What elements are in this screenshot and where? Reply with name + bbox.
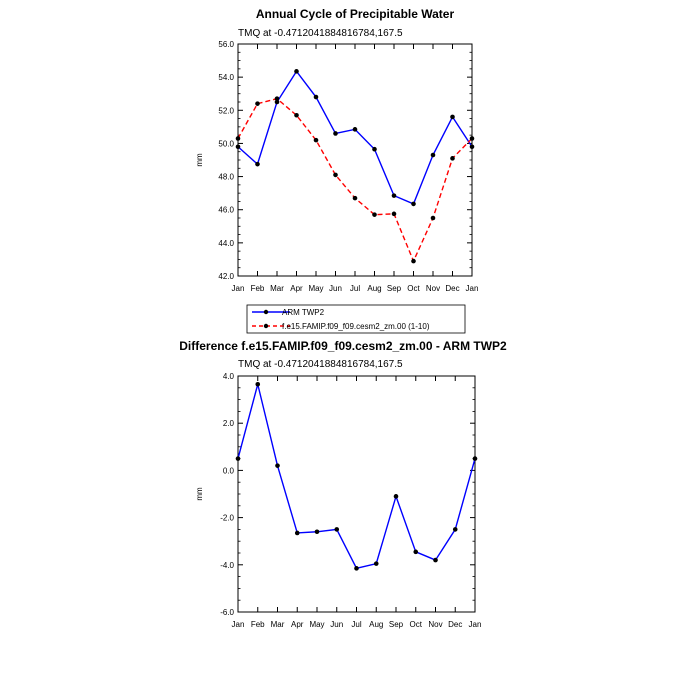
bottom-xtick-label: Sep (389, 620, 404, 629)
bottom-series-0-point (235, 456, 241, 461)
bottom-series-0-point (452, 527, 458, 532)
bottom-xtick-label: Nov (428, 620, 442, 629)
bottom-series-0-point (294, 530, 300, 536)
bottom-ytick-label: -2.0 (220, 514, 234, 523)
bottom-xtick-label: Feb (251, 620, 265, 629)
top-series-0-point (391, 193, 397, 198)
bottom-xtick-label: Dec (448, 620, 462, 629)
top-series-1-point (313, 137, 319, 143)
top-series-1-point (333, 172, 338, 178)
top-series-1-line (237, 97, 473, 263)
top-ytick-label: 54.0 (218, 73, 234, 82)
legend-marker-arm (263, 309, 269, 315)
top-xtick-label: Jun (329, 284, 342, 293)
bottom-series-0-point (413, 549, 419, 555)
bottom-ytick-label: -6.0 (220, 608, 234, 617)
bottom-chart-ylabel: mm (195, 487, 204, 501)
top-ytick-label: 46.0 (218, 206, 234, 215)
top-series-1-point (352, 195, 358, 201)
bottom-xtick-label: Jul (351, 620, 361, 629)
bottom-xtick-label: Aug (369, 620, 383, 629)
top-series-0-point (274, 99, 280, 105)
top-xtick-label: Jul (350, 284, 360, 293)
top-series-0-point (333, 131, 338, 136)
bottom-ytick-label: 2.0 (223, 419, 235, 428)
top-series-0-point (235, 144, 241, 150)
top-xtick-label: Sep (387, 284, 402, 293)
top-series-1-point (469, 136, 475, 141)
top-series-0-point (411, 201, 416, 207)
top-xtick-label: Oct (407, 284, 420, 293)
top-series-1-point (372, 212, 377, 217)
top-chart-subtitle: TMQ at -0.4712041884816784,167.5 (238, 28, 403, 39)
top-xtick-label: Apr (290, 284, 303, 293)
top-series-0-point (430, 152, 436, 158)
top-series-0-point (255, 161, 260, 167)
bottom-chart-title: Difference f.e15.FAMIP.f09_f09.cesm2_zm.… (179, 339, 507, 353)
top-series-0-point (313, 94, 319, 100)
top-series-1-point (430, 215, 436, 221)
top-ytick-label: 56.0 (218, 40, 234, 49)
bottom-series-0-point (433, 557, 438, 563)
top-series-1-point (294, 112, 299, 118)
top-series-0-point (450, 114, 455, 120)
top-ytick-label: 42.0 (218, 272, 234, 281)
top-xtick-label: Dec (445, 284, 459, 293)
bottom-xtick-label: Jan (232, 620, 245, 629)
top-series-0-point (352, 127, 358, 132)
top-xtick-label: Jan (466, 284, 479, 293)
top-xtick-label: Jan (232, 284, 245, 293)
legend-label-arm: ARM TWP2 (282, 308, 325, 317)
top-ytick-label: 44.0 (218, 239, 234, 248)
bottom-xtick-label: Oct (410, 620, 423, 629)
top-chart-ylabel: mm (195, 153, 204, 167)
top-series-1-point (255, 101, 260, 106)
top-series-1-point (235, 136, 241, 141)
bottom-series-0-point (334, 527, 340, 532)
bottom-series-0-point (472, 456, 478, 461)
bottom-series-0-point (393, 494, 399, 499)
bottom-series-0-point (373, 561, 379, 566)
bottom-series-0-point (314, 529, 320, 535)
bottom-series-0-point (255, 381, 261, 387)
legend-marker-model (263, 323, 269, 329)
bottom-plot-area: -6.0 -4.0 -2.0 0.0 2.0 4.0 Jan Feb Mar Apr May Jun J… (220, 372, 481, 629)
top-series-1-point (391, 211, 397, 217)
bottom-xtick-label: Apr (291, 620, 304, 629)
top-series-0-point (372, 146, 377, 152)
bottom-series-0-line (237, 384, 476, 570)
top-xtick-label: Aug (367, 284, 381, 293)
bottom-xtick-label: Jan (469, 620, 482, 629)
legend-label-model: f.e15.FAMIP.f09_f09.cesm2_zm.00 (1-10) (282, 322, 430, 331)
bottom-xtick-label: Jun (330, 620, 343, 629)
top-series-1-point (450, 156, 455, 161)
top-xtick-label: Mar (270, 284, 284, 293)
top-xtick-label: Nov (426, 284, 440, 293)
top-chart-title: Annual Cycle of Precipitable Water (256, 7, 455, 21)
top-plot-area: 42.0 44.0 46.0 48.0 50.0 52.0 54.0 56.0 Jan Feb Ma… (218, 40, 478, 293)
bottom-series-0-point (354, 566, 359, 571)
top-frame (237, 43, 473, 277)
bottom-chart-subtitle: TMQ at -0.4712041884816784,167.5 (238, 359, 403, 370)
bottom-xtick-label: Mar (271, 620, 285, 629)
legend: ARM TWP2 f.e15.FAMIP.f09_f09.cesm2_zm.00… (246, 304, 466, 334)
top-series-1-point (274, 96, 280, 101)
top-series-0-line (237, 70, 473, 205)
bottom-ytick-label: 4.0 (223, 372, 235, 381)
top-ytick-label: 48.0 (218, 173, 234, 182)
legend-box (246, 304, 466, 334)
bottom-ytick-label: 0.0 (223, 466, 235, 475)
top-series-1-point (411, 258, 416, 264)
top-xtick-label: Feb (251, 284, 265, 293)
top-ytick-label: 50.0 (218, 139, 234, 148)
top-xtick-label: May (308, 284, 323, 293)
bottom-xtick-label: May (309, 620, 324, 629)
top-series-0-point (294, 69, 299, 74)
top-ytick-label: 52.0 (218, 106, 234, 115)
bottom-series-0-point (275, 463, 280, 468)
bottom-frame (237, 375, 476, 613)
bottom-ytick-label: -4.0 (220, 561, 234, 570)
top-series-0-point (469, 144, 475, 150)
